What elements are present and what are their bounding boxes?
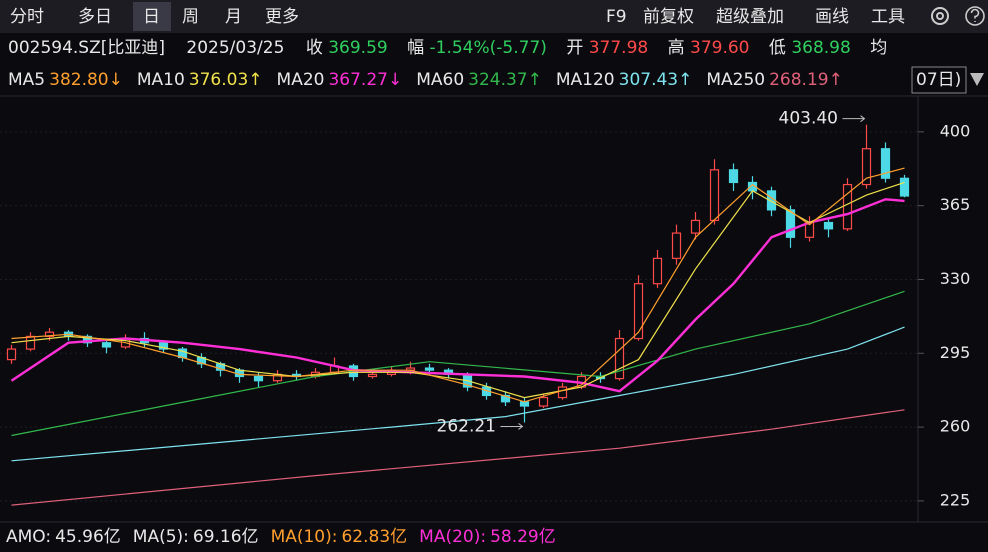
- volume-name: MA(20):: [419, 527, 486, 547]
- candle-body: [538, 396, 549, 407]
- tab[interactable]: 日: [143, 7, 160, 27]
- quote-row: 002594.SZ[比亚迪] 2025/03/25 收 369.59 幅 -1.…: [8, 38, 887, 58]
- candle-body: [158, 342, 169, 350]
- ma-value: 376.03↑: [189, 70, 263, 90]
- y-tick-label: 365: [940, 195, 971, 214]
- candle-body: [709, 169, 720, 222]
- volume-value: 69.16亿: [193, 527, 259, 547]
- ma-value: 367.27↓: [328, 70, 402, 90]
- candle-body: [44, 331, 55, 338]
- volume-value: 45.96亿: [55, 527, 121, 547]
- period-button-frame[interactable]: [911, 66, 967, 94]
- tab[interactable]: 分时: [10, 7, 44, 27]
- symbol: 002594.SZ[比亚迪]: [8, 38, 165, 58]
- label: 幅: [407, 38, 424, 58]
- period-button[interactable]: 07日): [916, 70, 961, 90]
- gear-hub: [936, 12, 944, 20]
- ma-line: [11, 409, 905, 506]
- ma-name: MA10: [137, 70, 185, 90]
- candle-body: [614, 337, 625, 380]
- candle-body: [823, 221, 834, 230]
- candle-body: [101, 342, 112, 348]
- label: 高: [668, 38, 685, 58]
- extreme-label: 403.40: [779, 109, 838, 129]
- tool[interactable]: 超级叠加: [716, 7, 784, 27]
- close: 369.59: [328, 38, 387, 58]
- help-mark: [970, 8, 980, 22]
- tab[interactable]: 多日: [78, 7, 112, 27]
- ma-line: [11, 181, 905, 399]
- extreme-label: 262.21: [437, 416, 496, 436]
- ma-name: MA20: [277, 70, 325, 90]
- ma-line: [10, 198, 905, 393]
- tool[interactable]: 画线: [815, 7, 849, 27]
- y-tick-label: 295: [940, 343, 971, 362]
- candle-body: [880, 148, 891, 179]
- label: 开: [566, 38, 583, 58]
- ma-name: MA5: [8, 70, 45, 90]
- ma-name: MA60: [416, 70, 464, 90]
- y-tick-label: 400: [940, 121, 971, 140]
- candle-body: [253, 375, 264, 382]
- extreme-arrow: [842, 115, 866, 123]
- candle-body: [25, 335, 36, 350]
- candle-body: [557, 386, 568, 399]
- volume-legend: AMO: 45.96亿 MA(5): 69.16亿 MA(10): 62.83亿 MA(20…: [6, 527, 556, 547]
- label: 收: [306, 38, 323, 58]
- ma-line: [11, 167, 905, 403]
- ma-value: 268.19↑: [769, 70, 843, 90]
- tool[interactable]: 工具: [871, 7, 905, 27]
- gear-ring: [931, 7, 949, 25]
- candle-body: [6, 348, 17, 361]
- volume-name: MA(10):: [271, 527, 338, 547]
- tab[interactable]: 周: [182, 7, 199, 27]
- ma-line: [11, 290, 905, 437]
- volume-name: AMO:: [6, 527, 51, 547]
- candle-body: [861, 148, 872, 186]
- volume-value: 58.29亿: [490, 527, 556, 547]
- change: -1.54%(-5.77): [430, 38, 547, 58]
- candle-body: [367, 373, 378, 378]
- y-tick-label: 225: [940, 490, 971, 509]
- tab[interactable]: 月: [225, 7, 242, 27]
- tool[interactable]: F9: [606, 7, 627, 27]
- tab-selected-bg: [133, 2, 171, 31]
- label: 低: [769, 38, 786, 58]
- ma-value: 307.43↑: [619, 70, 693, 90]
- ma-legend: MA5 382.80↓ MA10 376.03↑ MA20 367.27↓ MA60 324.…: [8, 70, 843, 90]
- tab[interactable]: 更多: [265, 7, 299, 27]
- open: 377.98: [589, 38, 648, 58]
- help-ring: [965, 6, 985, 26]
- ma-name: MA250: [706, 70, 765, 90]
- dropdown-arrow[interactable]: [970, 73, 984, 86]
- label: 均: [870, 38, 887, 58]
- candle-body: [785, 209, 796, 238]
- candle-body: [652, 257, 663, 285]
- candle-body: [500, 394, 511, 403]
- ma-value: 324.37↑: [468, 70, 542, 90]
- help-icon[interactable]: [965, 6, 985, 26]
- candle-body: [82, 335, 93, 344]
- settings-icon[interactable]: [931, 7, 949, 25]
- date: 2025/03/25: [186, 38, 284, 58]
- volume-name: MA(5):: [133, 527, 189, 547]
- candle-body: [728, 169, 739, 184]
- high: 379.60: [690, 38, 749, 58]
- candle-body: [690, 219, 701, 234]
- candle-body: [633, 283, 644, 340]
- volume-value: 62.83亿: [341, 527, 407, 547]
- tool[interactable]: 前复权: [643, 7, 694, 27]
- y-tick-label: 260: [940, 417, 971, 436]
- low: 368.98: [791, 38, 850, 58]
- ma-name: MA120: [556, 70, 615, 90]
- candle-body: [671, 232, 682, 259]
- extreme-arrow: [500, 423, 524, 430]
- y-tick-label: 330: [940, 269, 971, 288]
- candle-body: [424, 367, 435, 371]
- candle-body: [899, 177, 910, 197]
- ma-line: [11, 326, 905, 462]
- ma-value: 382.80↓: [49, 70, 123, 90]
